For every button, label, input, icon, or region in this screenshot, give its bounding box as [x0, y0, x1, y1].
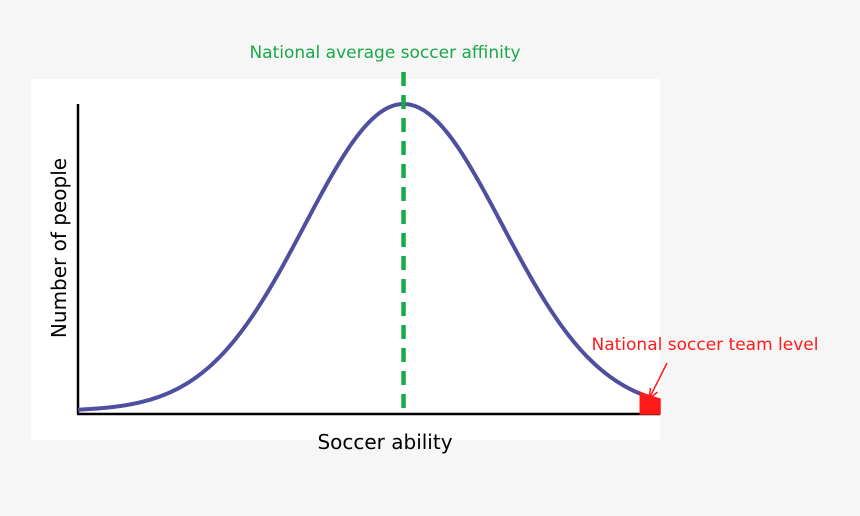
x-axis-label: Soccer ability — [317, 430, 452, 454]
y-axis-label: Number of people — [47, 158, 71, 338]
national-team-arrow-shaft — [648, 362, 668, 400]
national-team-annotation-label: National soccer team level — [592, 335, 819, 355]
normal-distribution-curve — [77, 101, 661, 412]
national-team-arrow-head — [648, 387, 658, 400]
mean-annotation-label: National average soccer affinity — [249, 43, 520, 63]
plot-background — [31, 79, 660, 440]
